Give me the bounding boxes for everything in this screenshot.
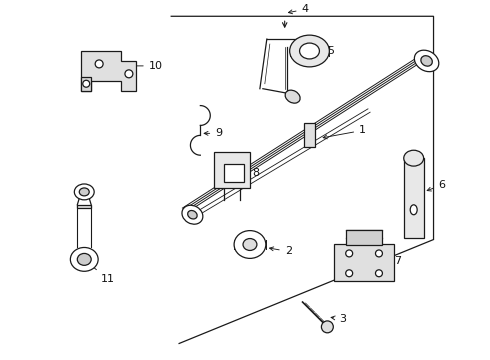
Ellipse shape xyxy=(321,321,333,333)
Ellipse shape xyxy=(421,56,432,66)
Ellipse shape xyxy=(74,184,94,200)
Ellipse shape xyxy=(285,90,300,103)
Ellipse shape xyxy=(83,80,90,87)
Polygon shape xyxy=(81,51,136,91)
Polygon shape xyxy=(214,152,250,188)
Ellipse shape xyxy=(182,205,203,224)
Ellipse shape xyxy=(299,43,319,59)
Text: 6: 6 xyxy=(427,180,445,191)
Text: 8: 8 xyxy=(236,168,259,178)
Polygon shape xyxy=(81,77,91,91)
Ellipse shape xyxy=(375,270,382,277)
Text: 9: 9 xyxy=(204,129,222,138)
Ellipse shape xyxy=(346,270,353,277)
Ellipse shape xyxy=(290,35,329,67)
Ellipse shape xyxy=(410,205,417,215)
Polygon shape xyxy=(224,164,244,182)
Polygon shape xyxy=(303,123,316,147)
Ellipse shape xyxy=(234,231,266,258)
Text: 7: 7 xyxy=(368,256,401,266)
Ellipse shape xyxy=(79,188,89,196)
Ellipse shape xyxy=(346,250,353,257)
Text: 3: 3 xyxy=(331,314,346,324)
Polygon shape xyxy=(404,158,424,238)
Ellipse shape xyxy=(415,50,439,72)
Ellipse shape xyxy=(243,239,257,251)
Ellipse shape xyxy=(77,253,91,265)
Text: 11: 11 xyxy=(89,264,115,284)
Text: 4: 4 xyxy=(289,4,309,14)
Ellipse shape xyxy=(71,247,98,271)
Text: 5: 5 xyxy=(313,46,334,56)
Ellipse shape xyxy=(125,70,133,78)
Text: 10: 10 xyxy=(130,61,163,71)
Ellipse shape xyxy=(188,211,197,219)
Ellipse shape xyxy=(95,60,103,68)
Bar xyxy=(77,205,91,208)
Bar xyxy=(346,230,382,246)
Ellipse shape xyxy=(404,150,424,166)
Ellipse shape xyxy=(375,250,382,257)
Bar xyxy=(334,243,394,281)
Text: 2: 2 xyxy=(270,247,292,256)
Text: 1: 1 xyxy=(323,125,366,139)
